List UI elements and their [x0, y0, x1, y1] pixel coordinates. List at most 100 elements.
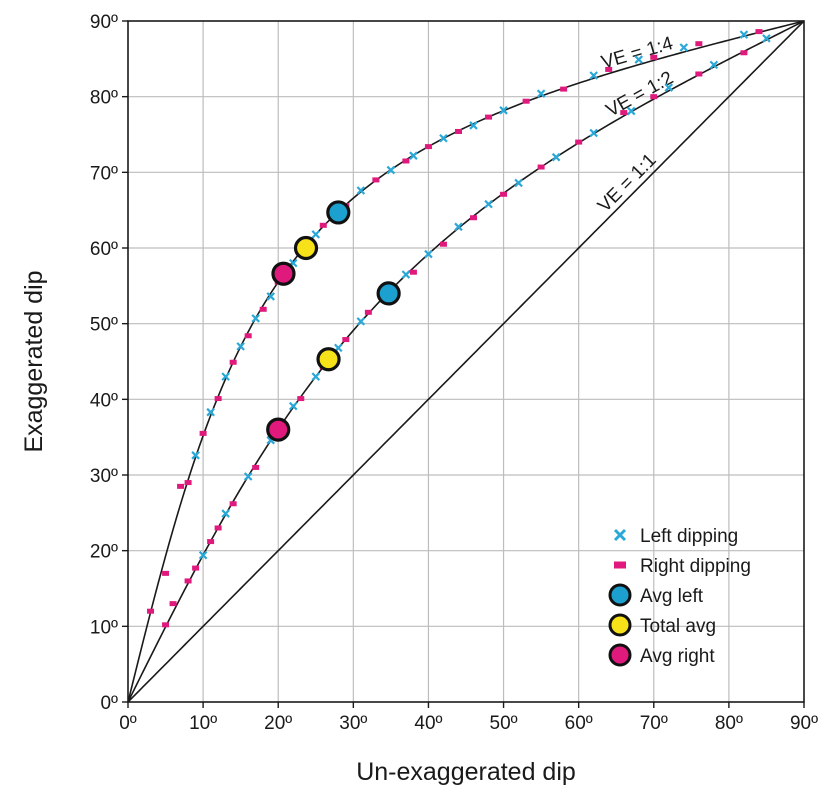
left-dipping-point [469, 121, 478, 130]
left-dipping-point [356, 317, 366, 326]
x-tick-label: 90º [790, 713, 818, 734]
circle-marker-icon [608, 613, 632, 637]
y-tick-label: 0º [100, 693, 118, 714]
y-tick-label: 10º [90, 617, 118, 638]
x-tick-label: 60º [565, 713, 593, 734]
legend-label: Left dipping [640, 526, 738, 547]
right-dipping-point [169, 601, 177, 607]
right-dipping-point [560, 86, 568, 92]
right-dipping-point [184, 480, 192, 486]
right-dipping-point [695, 71, 703, 77]
legend-label: Total avg [640, 616, 716, 637]
right-dipping-point [575, 139, 583, 145]
right-dipping-point [259, 306, 267, 312]
right-dipping-point [297, 396, 305, 402]
right-dipping-point [184, 578, 192, 584]
y-tick-label: 70º [90, 163, 118, 184]
right-dipping-point [740, 50, 748, 56]
x-tick-label: 50º [490, 713, 518, 734]
curve-label: VE = 1:2 [603, 67, 677, 121]
avg-right-marker [266, 417, 291, 442]
left-dipping-point [514, 178, 523, 188]
left-dipping-point [206, 407, 215, 417]
right-dipping-point [402, 158, 410, 164]
right-dipping-point [424, 144, 432, 150]
right-dipping-point [229, 501, 237, 507]
x-tick-label: 70º [640, 713, 668, 734]
right-dipping-point [537, 164, 545, 170]
left-dipping-point [634, 55, 644, 64]
right-dipping-point [439, 241, 447, 247]
right-dipping-point [162, 570, 170, 576]
left-dipping-point [739, 30, 749, 39]
x-axis-label: Un-exaggerated dip [356, 758, 576, 786]
curve-label: VE = 1:1 [594, 150, 661, 217]
left-dipping-point [424, 249, 433, 259]
legend-label: Avg left [640, 586, 704, 607]
left-dipping-point [709, 60, 719, 70]
grid [128, 21, 804, 702]
total-avg-marker [293, 235, 319, 261]
left-dipping-point [221, 509, 230, 518]
right-dipping-point [342, 337, 350, 343]
x-marker-icon [613, 528, 627, 542]
x-axis-ticks: 0º 10º 20º 30º 40º 50º 60º 70º 80º 90º [119, 702, 818, 734]
x-tick-label: 40º [414, 713, 442, 734]
right-dipping-point [192, 565, 200, 571]
right-dipping-point [177, 483, 185, 489]
x-tick-label: 10º [189, 713, 217, 734]
right-dipping-point [485, 114, 493, 120]
right-dipping-point [162, 622, 170, 628]
y-tick-label: 90º [90, 12, 118, 33]
right-dipping-point [650, 54, 658, 60]
right-dipping-point [214, 396, 222, 402]
right-dipping-point [229, 359, 237, 365]
reference-curve [127, 20, 805, 703]
right-dipping-point [454, 128, 462, 134]
left-dipping-point [198, 550, 208, 560]
right-dipping-point [620, 110, 628, 116]
legend-item: Total avg [608, 613, 716, 637]
left-dipping-point [664, 83, 674, 92]
left-dipping-point [536, 89, 546, 98]
right-dipping-point [372, 177, 380, 183]
left-dipping-point [386, 165, 396, 175]
right-dipping-point [199, 430, 207, 436]
legend-item: Left dipping [613, 526, 738, 547]
square-marker-icon [614, 561, 626, 569]
x-tick-label: 20º [264, 713, 292, 734]
y-tick-label: 40º [90, 390, 118, 411]
circle-marker-icon [608, 583, 632, 607]
right-dipping-point [605, 66, 613, 72]
right-dipping-point [500, 191, 508, 197]
left-dipping-point [679, 43, 689, 52]
total-avg-marker [316, 347, 341, 372]
right-dipping-point [207, 539, 215, 545]
legend: Left dipping Right dipping Avg left Total a… [608, 526, 751, 667]
y-tick-label: 30º [90, 466, 118, 487]
right-dipping-point [470, 215, 478, 221]
right-dipping-point [252, 464, 260, 470]
curve-labels: VE = 1:4VE = 1:2VE = 1:1 [594, 33, 677, 217]
right-dipping-point [650, 94, 658, 100]
y-tick-label: 60º [90, 239, 118, 260]
left-dipping-point [356, 186, 366, 195]
x-tick-label: 80º [715, 713, 743, 734]
avg-right-marker [271, 261, 296, 286]
left-dipping-point [288, 401, 298, 411]
left-dipping-point [409, 151, 418, 160]
left-dipping-point [626, 106, 636, 116]
left-dipping-point [439, 134, 448, 143]
left-dipping-point [401, 270, 411, 279]
left-dipping-point [762, 34, 771, 43]
y-axis-ticks: 0º 10º 20º 30º 40º 50º 60º 70º 80º 90º [90, 12, 128, 714]
circle-marker-icon [608, 643, 632, 667]
left-dipping-point [266, 292, 275, 301]
right-dipping-point [244, 333, 252, 339]
left-dipping-point [551, 152, 561, 162]
left-dipping-point [589, 128, 598, 138]
left-dipping-point [311, 372, 321, 381]
right-dipping-point [319, 222, 327, 228]
reference-curve [127, 20, 805, 703]
